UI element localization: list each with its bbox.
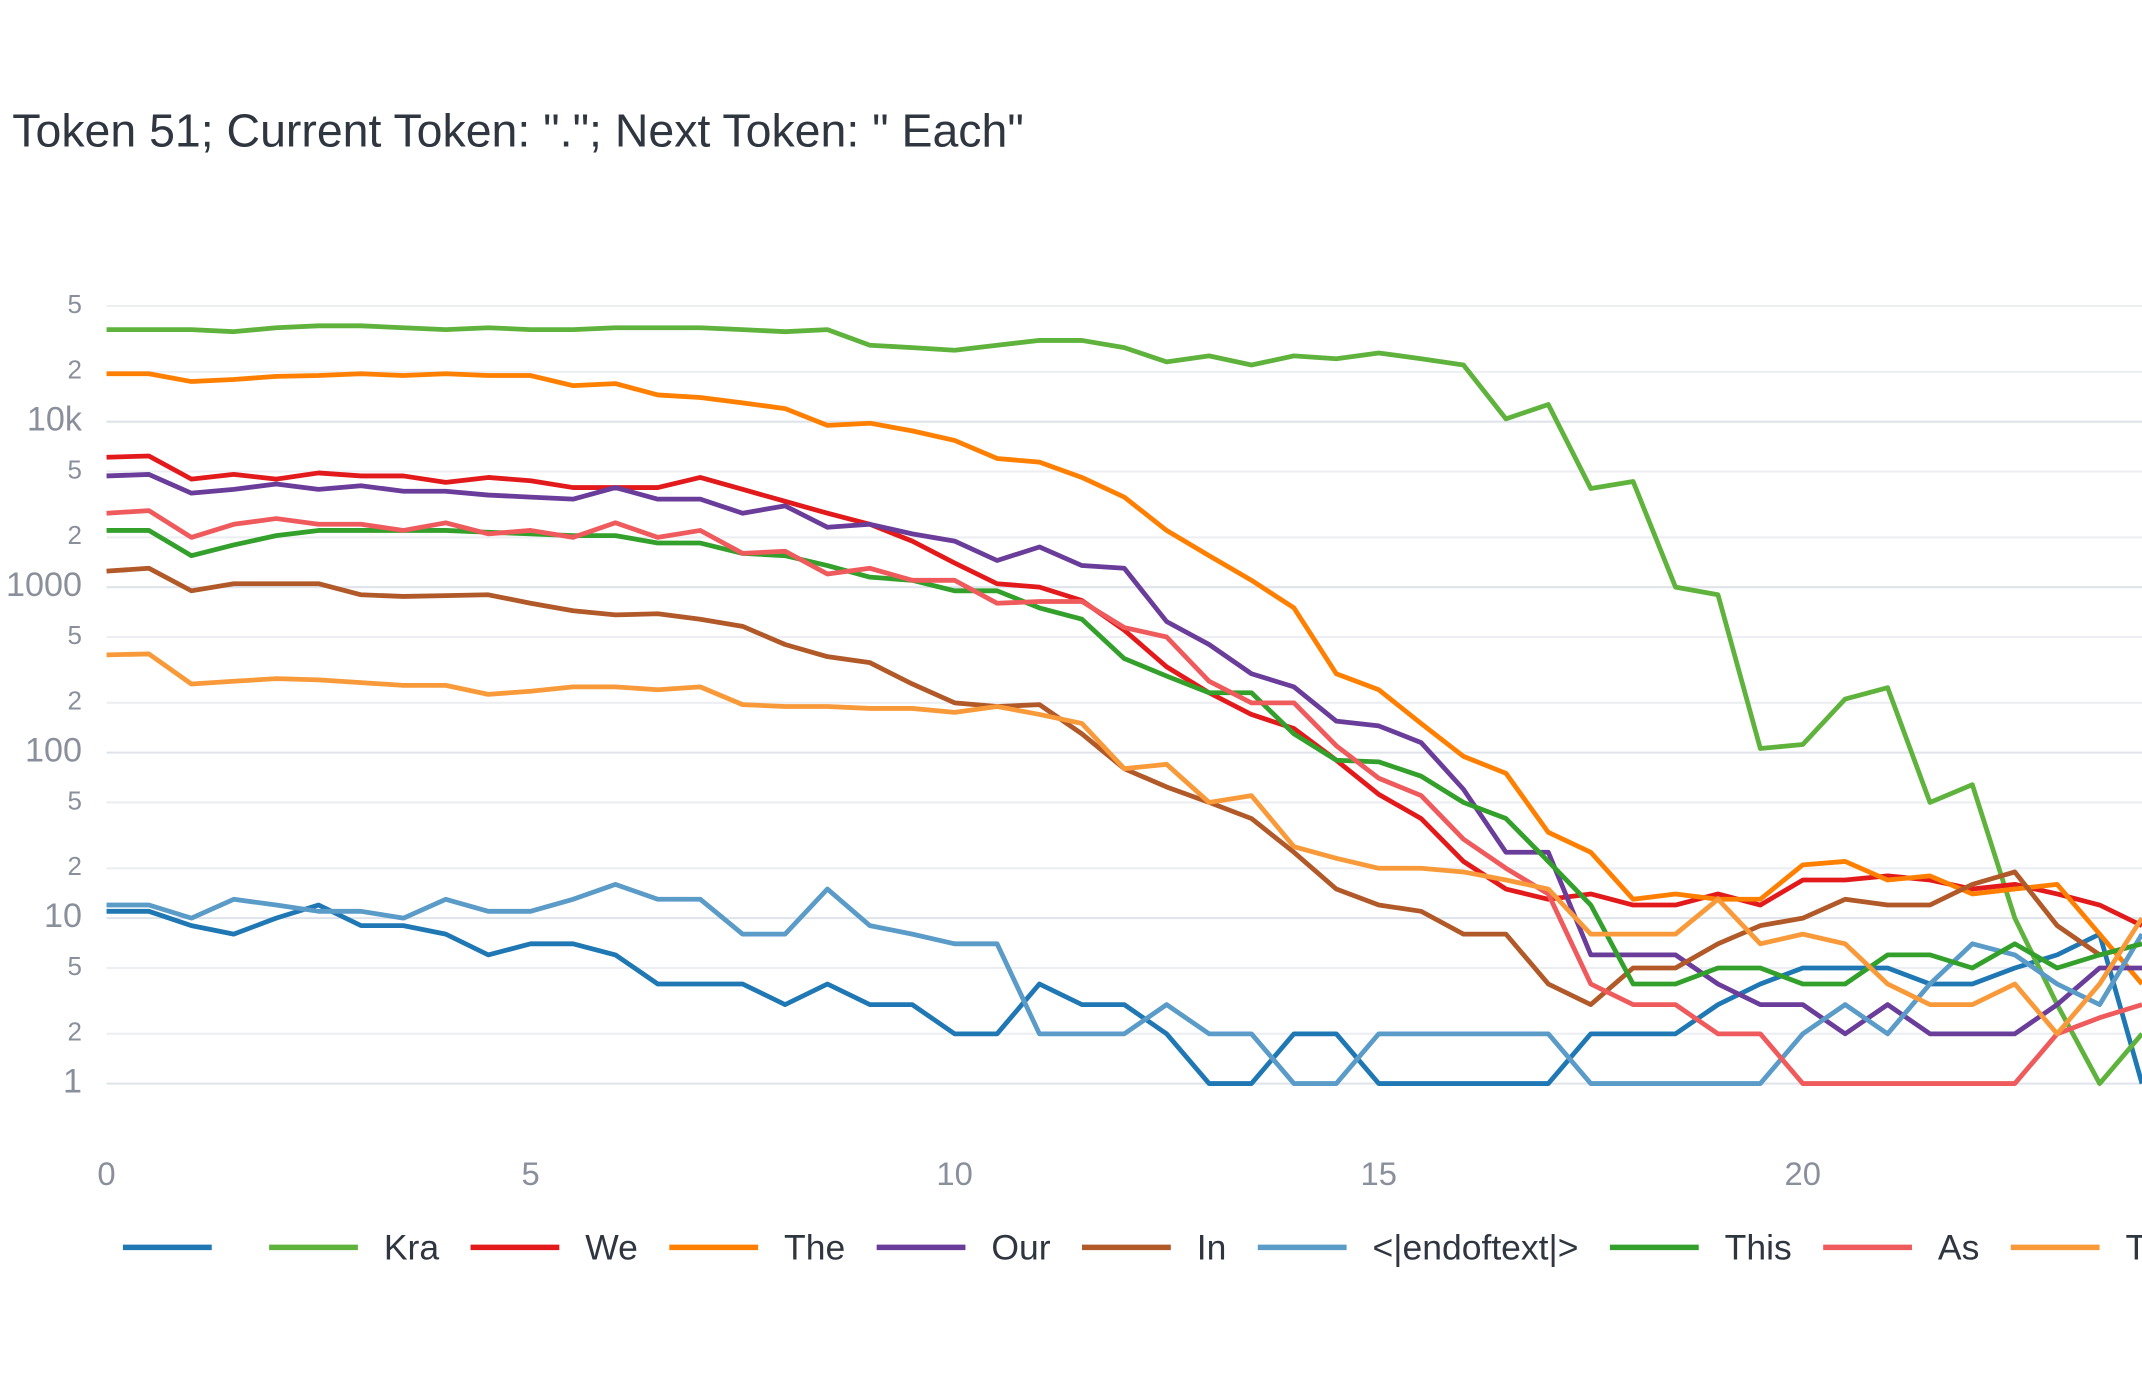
legend-label: <|endoftext|> — [1373, 1227, 1579, 1267]
series-line — [106, 472, 2142, 1037]
y-tick-label: 2 — [68, 1019, 82, 1047]
legend-label: Our — [991, 1227, 1050, 1267]
legend-label: The — [784, 1227, 845, 1267]
series-line — [106, 882, 2142, 1086]
series-line — [106, 651, 2142, 1037]
legend-label: In — [1197, 1227, 1227, 1267]
x-tick-label: 15 — [1360, 1155, 1396, 1192]
chart-title: Token 51; Current Token: "."; Next Token… — [12, 104, 1024, 156]
series-line — [106, 902, 2142, 1086]
series-line — [106, 565, 2142, 1007]
y-tick-label: 2 — [68, 522, 82, 550]
y-tick-label: 10k — [27, 401, 83, 439]
legend-label: We — [585, 1227, 638, 1267]
series-line — [106, 453, 2142, 928]
legend-label: Kra — [384, 1227, 440, 1267]
x-tick-label: 0 — [97, 1155, 115, 1192]
y-tick-label: 5 — [68, 953, 82, 981]
y-tick-label: 2 — [68, 688, 82, 716]
y-tick-label: 2 — [68, 357, 82, 385]
y-tick-label: 5 — [68, 456, 82, 484]
y-tick-label: 5 — [68, 622, 82, 650]
series-line — [106, 323, 2142, 1086]
legend-label: Through — [2126, 1227, 2142, 1267]
y-tick-label: 5 — [68, 291, 82, 319]
x-tick-label: 10 — [936, 1155, 972, 1192]
y-tick-label: 100 — [25, 732, 82, 770]
y-tick-label: 1 — [63, 1063, 82, 1101]
legend-label: This — [1725, 1227, 1792, 1267]
y-tick-label: 2 — [68, 853, 82, 881]
series-line — [106, 528, 2142, 987]
legend-label: As — [1938, 1227, 1979, 1267]
y-tick-label: 1000 — [6, 566, 82, 604]
series-line — [106, 371, 2142, 986]
series-line — [106, 508, 2142, 1086]
y-tick-label: 5 — [68, 787, 82, 815]
x-tick-label: 20 — [1785, 1155, 1821, 1192]
y-tick-label: 10 — [44, 897, 82, 935]
x-tick-label: 5 — [521, 1155, 539, 1192]
